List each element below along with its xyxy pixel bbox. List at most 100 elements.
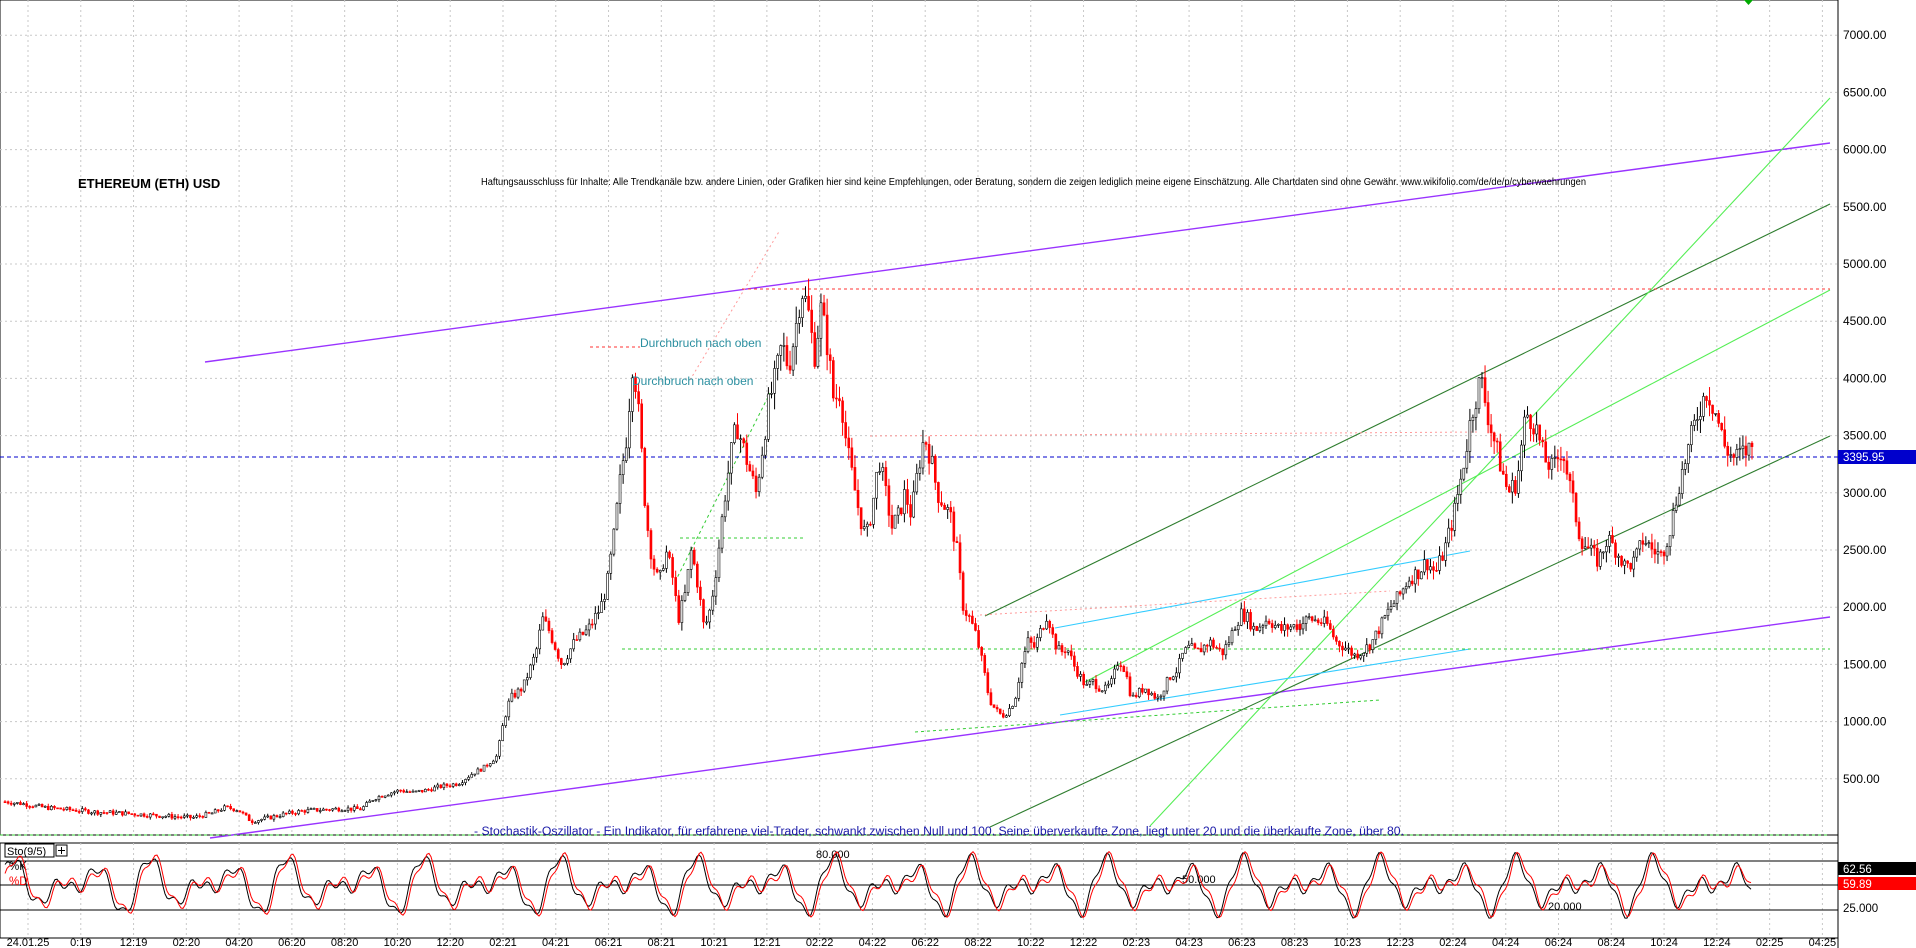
candle (628, 411, 631, 449)
y-tick-label: 500.00 (1843, 772, 1880, 786)
stoch-indicator-box[interactable] (4, 843, 55, 858)
candle (152, 813, 155, 816)
candle (19, 802, 22, 806)
candle (1205, 644, 1209, 647)
candle (609, 553, 613, 574)
candle (1404, 586, 1408, 590)
candle (853, 467, 857, 491)
candle (1602, 551, 1605, 554)
candle (961, 572, 965, 611)
price-series (3, 278, 1754, 825)
candle (1511, 480, 1514, 493)
candle (121, 811, 124, 816)
candle (16, 802, 19, 804)
candle (776, 355, 779, 369)
candle (881, 467, 885, 472)
x-tick-label: 06:22 (911, 937, 939, 948)
candle (1107, 683, 1110, 686)
candle (220, 810, 223, 812)
candle (1335, 636, 1338, 642)
candle (1029, 637, 1033, 643)
candle (662, 568, 665, 571)
cyan-trendline-2 (1059, 648, 1471, 716)
candle (964, 610, 968, 616)
candle (1350, 647, 1353, 656)
candle (50, 806, 53, 811)
candle (1747, 442, 1751, 456)
candle (1429, 566, 1432, 571)
candle (1116, 665, 1119, 670)
candle (436, 784, 439, 788)
candle (1023, 651, 1027, 664)
candle (900, 507, 903, 515)
candle (872, 497, 875, 525)
candle (195, 815, 198, 818)
candle (1471, 417, 1475, 421)
candle (1368, 644, 1372, 650)
candle (624, 447, 628, 462)
candle (1045, 620, 1048, 630)
candle (1638, 540, 1642, 550)
grid-lines (0, 34, 1838, 780)
stoch-d-value-badge (1838, 877, 1916, 890)
candle (284, 812, 288, 815)
candle (1322, 616, 1326, 624)
candle (1559, 458, 1563, 461)
candle (943, 504, 946, 510)
candle (1286, 624, 1289, 630)
lightgreen-trendline-1 (1149, 97, 1831, 827)
candle (257, 820, 260, 823)
candle (1413, 569, 1417, 585)
candle (260, 819, 263, 821)
candle (563, 662, 566, 665)
candle (649, 530, 653, 560)
candle (587, 623, 591, 631)
candle (1486, 402, 1490, 426)
candle (349, 807, 353, 811)
candle (213, 809, 217, 814)
candle (618, 474, 622, 504)
candle (1042, 628, 1045, 630)
candle (1103, 684, 1107, 692)
candle (893, 514, 897, 529)
candle (535, 648, 538, 658)
candle (696, 563, 699, 588)
candle (448, 785, 452, 788)
y-tick-label: 4500.00 (1843, 314, 1887, 328)
candle (1614, 542, 1617, 558)
candle (1398, 591, 1402, 595)
candle (884, 467, 888, 487)
x-tick-label: 10:21 (700, 937, 728, 948)
candle (1599, 551, 1602, 567)
candle (247, 814, 251, 822)
candle (346, 807, 350, 811)
stoch-k-value-badge (1838, 862, 1916, 875)
cyan-trendline-1 (1054, 550, 1471, 629)
candle (937, 482, 940, 503)
candle (40, 804, 44, 808)
candle (430, 789, 433, 792)
candle (1641, 540, 1645, 545)
candle (1526, 414, 1529, 418)
candle (102, 812, 106, 814)
candle (764, 439, 767, 456)
candle (1644, 543, 1648, 545)
candle (572, 639, 575, 650)
candle (621, 460, 625, 476)
candle (1224, 644, 1228, 656)
candle (1054, 633, 1058, 650)
candle (739, 438, 742, 440)
candle (1239, 608, 1243, 626)
candle (989, 692, 993, 706)
candle (1329, 623, 1332, 630)
candle (705, 621, 708, 624)
candle (1326, 616, 1329, 624)
candle (1653, 548, 1657, 555)
stoch-d-label: %D (9, 876, 28, 888)
candle (1535, 424, 1538, 435)
candle (590, 623, 594, 626)
candle (1444, 542, 1447, 561)
candle (87, 809, 90, 814)
candle (547, 620, 551, 631)
candle (1583, 546, 1587, 549)
